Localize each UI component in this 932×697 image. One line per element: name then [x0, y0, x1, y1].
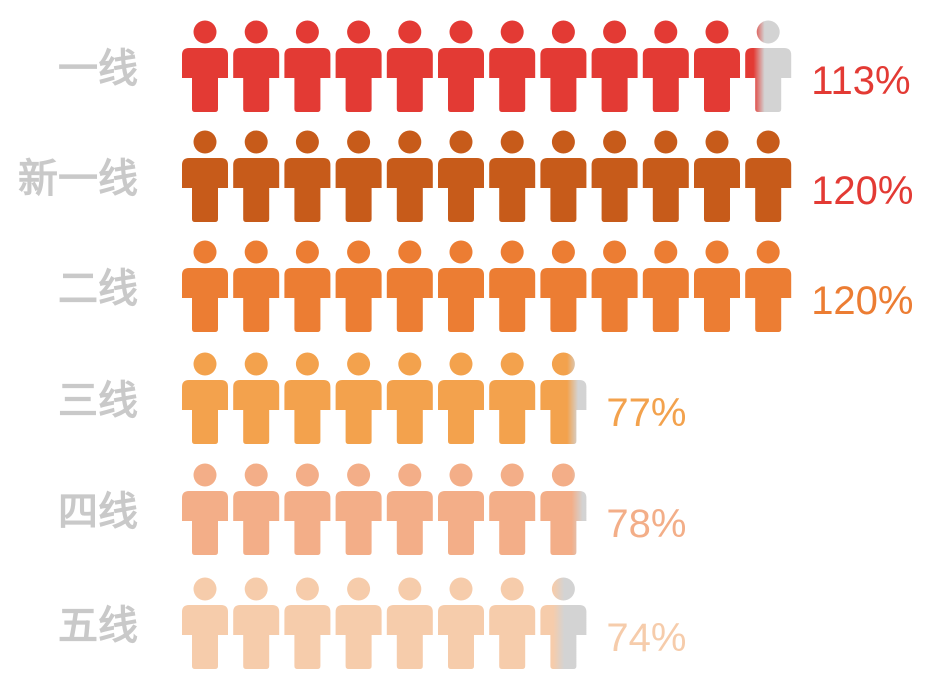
person-icon [489, 240, 536, 332]
person-icon [642, 130, 689, 222]
person-icon [489, 577, 536, 669]
category-label: 三线 [58, 378, 138, 424]
value-label: 77% [606, 391, 686, 435]
pictogram-row: 三线 77% [58, 352, 686, 444]
person-icon [386, 20, 433, 112]
pictogram-row: 五线 74% [58, 577, 686, 669]
person-icon [335, 463, 382, 555]
person-icon [335, 20, 382, 112]
person-icon [284, 130, 331, 222]
person-icon [540, 577, 587, 669]
person-icon [233, 130, 280, 222]
person-icon [591, 20, 638, 112]
person-icon [386, 352, 433, 444]
person-icon [335, 130, 382, 222]
person-icon [386, 130, 433, 222]
person-icon [540, 463, 587, 555]
person-icon [438, 352, 484, 444]
rows-layer: 一线 113% 新一线 120% 二线 120% 三线 77% 四线 78% 五线 74% [18, 20, 914, 669]
person-icon [284, 352, 331, 444]
person-icon [642, 240, 689, 332]
person-icon [489, 130, 536, 222]
category-label: 一线 [58, 46, 138, 92]
person-icon [284, 20, 331, 112]
person-icon [182, 240, 228, 332]
person-icon [182, 20, 228, 112]
person-icon [438, 130, 484, 222]
person-icon [489, 20, 536, 112]
person-icon [540, 20, 587, 112]
person-icon [233, 240, 280, 332]
person-icon [335, 577, 382, 669]
person-icon [233, 577, 280, 669]
person-icon [540, 352, 587, 444]
category-label: 新一线 [18, 156, 138, 202]
person-icon [438, 577, 484, 669]
person-icon [386, 577, 433, 669]
value-label: 74% [606, 616, 686, 660]
person-icon [694, 130, 740, 222]
person-icon [745, 130, 792, 222]
pictogram-row: 四线 78% [58, 463, 686, 555]
person-icon [540, 240, 587, 332]
person-icon [591, 130, 638, 222]
person-icon [284, 240, 331, 332]
person-icon [182, 130, 228, 222]
category-label: 五线 [58, 603, 138, 649]
person-icon [745, 20, 792, 112]
person-icon [540, 130, 587, 222]
person-icon [438, 240, 484, 332]
person-icon [335, 352, 382, 444]
person-icon [284, 577, 331, 669]
pictogram-row: 二线 120% [58, 240, 914, 332]
person-icon [489, 352, 536, 444]
pictogram-row: 新一线 120% [18, 130, 914, 222]
value-label: 113% [811, 59, 910, 103]
value-label: 120% [811, 279, 913, 323]
value-label: 78% [606, 502, 686, 546]
person-icon [233, 463, 280, 555]
person-icon [233, 352, 280, 444]
value-label: 120% [811, 169, 913, 213]
pictogram-row: 一线 113% [58, 20, 911, 112]
person-icon [489, 463, 536, 555]
person-icon [386, 463, 433, 555]
person-icon [694, 240, 740, 332]
category-label: 四线 [58, 489, 138, 535]
category-label: 二线 [58, 266, 138, 312]
person-icon [642, 20, 689, 112]
person-icon [745, 240, 792, 332]
person-icon [438, 463, 484, 555]
person-icon [284, 463, 331, 555]
person-icon [335, 240, 382, 332]
person-icon [182, 352, 228, 444]
person-icon [233, 20, 280, 112]
person-icon [591, 240, 638, 332]
person-icon [182, 577, 228, 669]
person-icon [438, 20, 484, 112]
person-icon [694, 20, 740, 112]
person-icon [182, 463, 228, 555]
person-icon [386, 240, 433, 332]
